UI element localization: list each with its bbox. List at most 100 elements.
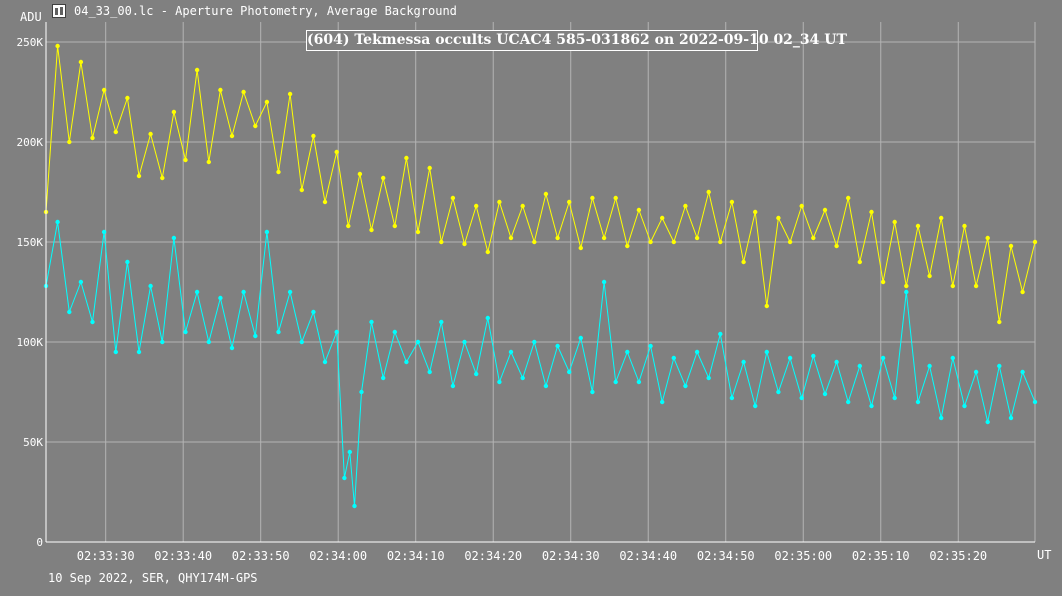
data-point <box>880 355 886 361</box>
data-point <box>439 319 444 325</box>
data-point <box>904 289 909 295</box>
data-point <box>532 239 537 245</box>
series-1 <box>43 43 1038 325</box>
data-point <box>206 339 211 345</box>
data-point <box>660 399 665 405</box>
x-tick-label: 02:34:10 <box>387 549 445 563</box>
data-point <box>322 199 328 205</box>
data-point <box>567 199 572 205</box>
data-point <box>415 229 421 235</box>
data-point <box>613 379 618 385</box>
data-point <box>357 171 363 177</box>
app-icon[interactable] <box>52 4 66 18</box>
data-point <box>369 319 374 325</box>
data-point <box>625 243 630 249</box>
data-point <box>543 383 549 389</box>
data-point <box>694 349 700 355</box>
data-point <box>636 379 642 385</box>
data-point <box>171 109 177 115</box>
data-point <box>160 339 165 345</box>
data-point <box>55 43 60 49</box>
data-point <box>1032 239 1038 245</box>
data-point <box>543 191 549 197</box>
data-point <box>276 169 281 175</box>
data-point <box>950 283 955 289</box>
data-point <box>136 173 142 179</box>
data-point <box>299 339 304 345</box>
series-line <box>45 221 1036 507</box>
data-point <box>311 309 316 315</box>
data-point <box>299 187 304 193</box>
data-point <box>497 199 502 205</box>
data-point <box>334 329 339 335</box>
data-point <box>601 279 607 285</box>
data-point <box>927 363 932 369</box>
data-point <box>474 203 479 209</box>
data-point <box>985 419 990 425</box>
data-point <box>671 355 676 361</box>
data-point <box>636 207 642 213</box>
data-point <box>229 133 235 139</box>
data-point <box>753 209 758 215</box>
data-point <box>799 203 804 209</box>
x-tick-label: 02:34:50 <box>697 549 755 563</box>
data-point <box>555 343 560 349</box>
data-point <box>276 329 281 335</box>
data-point <box>869 403 874 409</box>
data-point <box>776 215 781 221</box>
data-point <box>927 273 932 279</box>
data-point <box>683 383 688 389</box>
data-point <box>253 333 258 339</box>
data-point <box>718 239 723 245</box>
data-point <box>694 235 700 241</box>
data-point <box>1008 415 1014 421</box>
x-tick-label: 02:35:20 <box>929 549 987 563</box>
data-point <box>939 215 944 221</box>
data-point <box>811 353 816 359</box>
data-point <box>160 175 165 181</box>
data-point <box>915 399 921 405</box>
x-axis-label: UT <box>1037 548 1052 562</box>
data-point <box>194 289 200 295</box>
data-point <box>741 359 746 365</box>
data-point <box>648 343 653 349</box>
data-point <box>753 403 758 409</box>
data-point <box>625 349 630 355</box>
data-point <box>764 303 769 309</box>
grid <box>46 22 1036 542</box>
data-point <box>601 235 607 241</box>
data-point <box>811 235 816 241</box>
data-point <box>973 283 979 289</box>
data-point <box>369 227 374 233</box>
data-point <box>90 319 95 325</box>
data-point <box>660 215 665 221</box>
x-tick-label: 02:34:00 <box>309 549 367 563</box>
data-point <box>962 223 967 229</box>
data-point <box>311 133 316 139</box>
data-point <box>904 283 909 289</box>
data-point <box>439 239 444 245</box>
data-point <box>939 415 944 421</box>
data-point <box>183 329 188 335</box>
data-point <box>342 475 347 481</box>
data-point <box>113 129 119 135</box>
data-point <box>985 235 990 241</box>
x-tick-label: 02:34:40 <box>619 549 677 563</box>
data-point <box>787 355 793 361</box>
data-point <box>218 87 223 93</box>
data-point <box>846 195 851 201</box>
data-point <box>834 243 839 249</box>
data-point <box>148 131 153 137</box>
data-point <box>381 175 386 181</box>
data-point <box>590 389 595 395</box>
series-layer <box>43 43 1038 509</box>
x-tick-label: 02:34:30 <box>542 549 600 563</box>
data-point <box>799 395 804 401</box>
data-point <box>67 309 72 315</box>
data-point <box>578 335 583 341</box>
series-2 <box>43 219 1038 509</box>
y-tick-label: 100K <box>17 336 44 349</box>
data-point <box>125 259 130 265</box>
data-point <box>264 99 270 105</box>
